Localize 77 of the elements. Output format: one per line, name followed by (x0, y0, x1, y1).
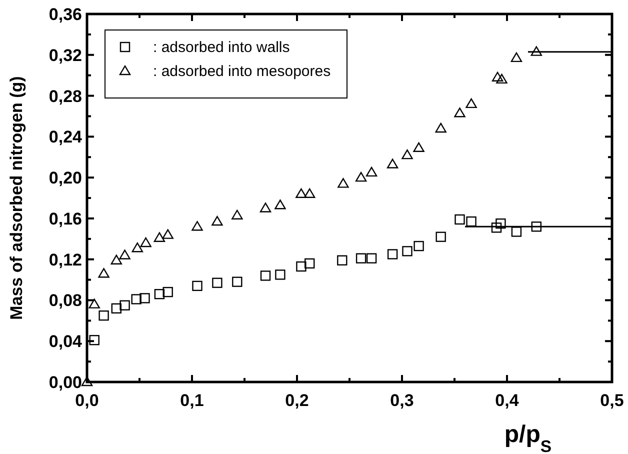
legend-label: : adsorbed into mesopores (153, 63, 331, 80)
point (132, 242, 143, 252)
y-tick-label: 0,04 (48, 332, 83, 352)
point (274, 200, 286, 210)
point (81, 376, 93, 386)
point (436, 232, 446, 242)
y-tick-label: 0,32 (48, 46, 82, 65)
y-axis-title: Mass of adsorbed nitrogen (g) (7, 76, 26, 320)
point (162, 229, 174, 239)
point (304, 188, 316, 198)
point (111, 303, 122, 314)
y-tick-label: 0,20 (48, 168, 82, 188)
point (402, 246, 412, 256)
x-tick-label: 0,4 (495, 391, 520, 410)
point (356, 253, 366, 264)
legend-label: : adsorbed into walls (153, 39, 290, 56)
y-tick-label: 0,00 (48, 373, 82, 392)
point (260, 270, 271, 281)
y-tick-label: 0,36 (48, 5, 82, 24)
point (110, 254, 122, 264)
point (98, 310, 109, 321)
point (531, 222, 542, 232)
point (131, 294, 142, 304)
point (212, 278, 222, 288)
y-tick-label: 0,08 (48, 291, 82, 310)
point (296, 261, 306, 272)
point (296, 188, 307, 198)
point (89, 334, 100, 346)
point (496, 74, 508, 84)
point (192, 280, 202, 292)
x-tick-label: 0,0 (75, 391, 99, 410)
x-tick-label: 0,2 (285, 391, 309, 410)
point (232, 276, 242, 287)
point (232, 210, 243, 220)
point (120, 300, 130, 310)
point (413, 142, 424, 152)
point (212, 216, 223, 226)
x-tick-label: 0,1 (180, 391, 204, 410)
point (366, 253, 377, 264)
point (98, 268, 110, 278)
y-tick-label: 0,12 (48, 250, 82, 270)
point (192, 221, 203, 231)
point (140, 293, 150, 304)
point (162, 286, 173, 298)
x-axis-title: p/p$_{S}$ (504, 421, 552, 454)
y-tick-label: 0,28 (48, 86, 82, 106)
point (366, 166, 378, 177)
point (466, 216, 476, 227)
point (119, 250, 130, 260)
point (260, 202, 272, 212)
point (402, 149, 413, 160)
point (414, 240, 424, 252)
point (338, 178, 349, 188)
point (154, 232, 166, 242)
point (511, 226, 522, 237)
point (454, 214, 465, 225)
point (491, 222, 502, 233)
point (304, 258, 315, 269)
point (466, 98, 477, 108)
point (275, 270, 286, 280)
y-tick-label: 0,16 (48, 209, 82, 228)
point (140, 237, 152, 248)
y-tick-label: 0,24 (48, 128, 83, 147)
point (386, 158, 398, 168)
x-tick-label: 0,3 (390, 391, 414, 410)
point (88, 298, 100, 308)
point (435, 122, 446, 133)
point (510, 52, 522, 62)
point (530, 46, 542, 56)
point (387, 249, 398, 260)
point (492, 72, 504, 82)
point (454, 108, 466, 118)
point (154, 288, 165, 300)
x-tick-label: 0,5 (600, 391, 624, 410)
point (496, 218, 506, 229)
point (355, 172, 367, 182)
point (337, 255, 348, 266)
